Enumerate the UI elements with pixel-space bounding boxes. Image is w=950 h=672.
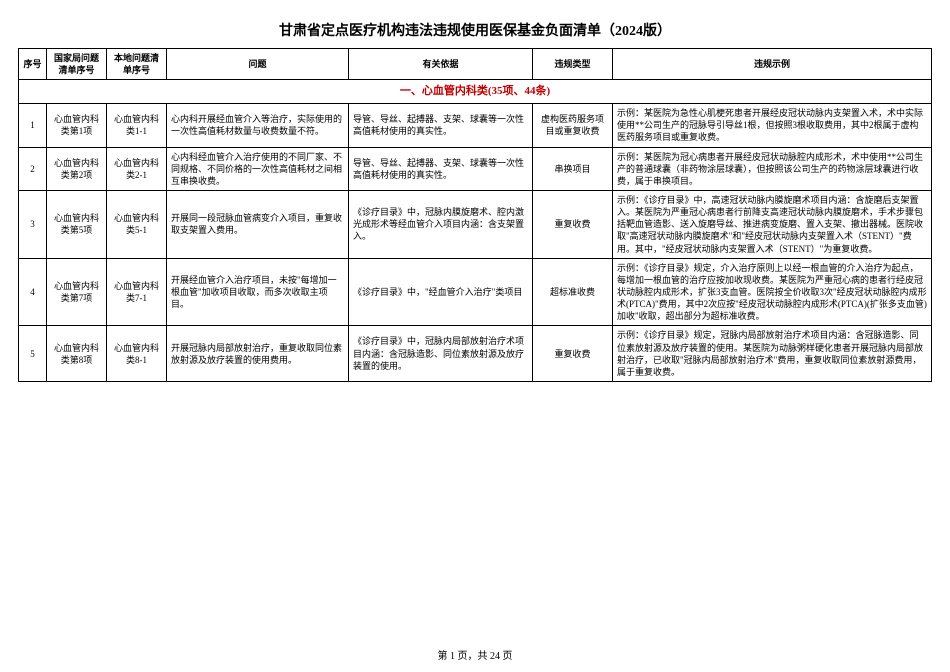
cell-type: 虚构医药服务项目或重复收费	[533, 104, 613, 147]
cell-nat: 心血管内科类第2项	[47, 147, 107, 190]
cell-type: 重复收费	[533, 326, 613, 382]
cell-nat: 心血管内科类第1项	[47, 104, 107, 147]
header-local: 本地问题清单序号	[107, 49, 167, 80]
cell-prob: 开展同一段冠脉血管病变介入项目，重复收取支架置入费用。	[167, 190, 349, 258]
cell-nat: 心血管内科类第8项	[47, 326, 107, 382]
table-row: 3 心血管内科类第5项 心血管内科类5-1 开展同一段冠脉血管病变介入项目，重复…	[19, 190, 932, 258]
section-title: 一、心血管内科类(35项、44条)	[19, 80, 932, 104]
cell-type: 串换项目	[533, 147, 613, 190]
cell-loc: 心血管内科类2-1	[107, 147, 167, 190]
cell-basis: 《诊疗目录》中，冠脉内膜旋磨术、腔内激光成形术等经血管介入项目内涵：含支架置入。	[349, 190, 533, 258]
cell-prob: 心内科经血管介入治疗使用的不同厂家、不同规格、不同价格的一次性高值耗材之间相互串…	[167, 147, 349, 190]
section-row: 一、心血管内科类(35项、44条)	[19, 80, 932, 104]
header-row: 序号 国家局问题清单序号 本地问题清单序号 问题 有关依据 违规类型 违规示例	[19, 49, 932, 80]
cell-ex: 示例：《诊疗目录》规定，冠脉内局部放射治疗术项目内涵：含冠脉造影、同位素放射源及…	[613, 326, 932, 382]
cell-ex: 示例：《诊疗目录》中，高速冠状动脉内膜旋磨术项目内涵：含旋磨后支架置入。某医院为…	[613, 190, 932, 258]
cell-type: 重复收费	[533, 190, 613, 258]
cell-seq: 5	[19, 326, 47, 382]
header-seq: 序号	[19, 49, 47, 80]
page-title: 甘肃省定点医疗机构违法违规使用医保基金负面清单（2024版）	[18, 20, 932, 40]
cell-basis: 《诊疗目录》中，"经血管介入治疗"类项目	[349, 258, 533, 326]
cell-seq: 1	[19, 104, 47, 147]
table-row: 1 心血管内科类第1项 心血管内科类1-1 心内科开展经血管介入等治疗，实际使用…	[19, 104, 932, 147]
cell-seq: 3	[19, 190, 47, 258]
cell-prob: 开展冠脉内局部放射治疗，重复收取同位素放射源及放疗装置的使用费用。	[167, 326, 349, 382]
header-problem: 问题	[167, 49, 349, 80]
cell-prob: 心内科开展经血管介入等治疗，实际使用的一次性高值耗材数量与收费数量不符。	[167, 104, 349, 147]
header-basis: 有关依据	[349, 49, 533, 80]
cell-seq: 4	[19, 258, 47, 326]
table-row: 5 心血管内科类第8项 心血管内科类8-1 开展冠脉内局部放射治疗，重复收取同位…	[19, 326, 932, 382]
cell-basis: 《诊疗目录》中，冠脉内局部放射治疗术项目内涵：含冠脉造影、同位素放射源及放疗装置…	[349, 326, 533, 382]
table-row: 4 心血管内科类第7项 心血管内科类7-1 开展经血管介入治疗项目，未按"每增加…	[19, 258, 932, 326]
header-national: 国家局问题清单序号	[47, 49, 107, 80]
cell-basis: 导管、导丝、起搏器、支架、球囊等一次性高值耗材使用的真实性。	[349, 104, 533, 147]
header-example: 违规示例	[613, 49, 932, 80]
cell-loc: 心血管内科类8-1	[107, 326, 167, 382]
main-table: 序号 国家局问题清单序号 本地问题清单序号 问题 有关依据 违规类型 违规示例 …	[18, 48, 932, 382]
cell-type: 超标准收费	[533, 258, 613, 326]
cell-loc: 心血管内科类5-1	[107, 190, 167, 258]
cell-loc: 心血管内科类1-1	[107, 104, 167, 147]
cell-ex: 示例：《诊疗目录》规定，介入治疗原则上以经一根血管的介入治疗为起点，每增加一根血…	[613, 258, 932, 326]
cell-ex: 示例：某医院为冠心病患者开展经皮冠状动脉腔内成形术，术中使用**公司生产的普通球…	[613, 147, 932, 190]
page-footer: 第 1 页，共 24 页	[0, 647, 950, 662]
cell-prob: 开展经血管介入治疗项目，未按"每增加一根血管"加收项目收取，而多次收取主项目。	[167, 258, 349, 326]
cell-nat: 心血管内科类第7项	[47, 258, 107, 326]
cell-ex: 示例：某医院为急性心肌梗死患者开展经皮冠状动脉内支架置入术，术中实际使用**公司…	[613, 104, 932, 147]
header-type: 违规类型	[533, 49, 613, 80]
cell-loc: 心血管内科类7-1	[107, 258, 167, 326]
cell-seq: 2	[19, 147, 47, 190]
cell-nat: 心血管内科类第5项	[47, 190, 107, 258]
cell-basis: 导管、导丝、起搏器、支架、球囊等一次性高值耗材使用的真实性。	[349, 147, 533, 190]
table-row: 2 心血管内科类第2项 心血管内科类2-1 心内科经血管介入治疗使用的不同厂家、…	[19, 147, 932, 190]
